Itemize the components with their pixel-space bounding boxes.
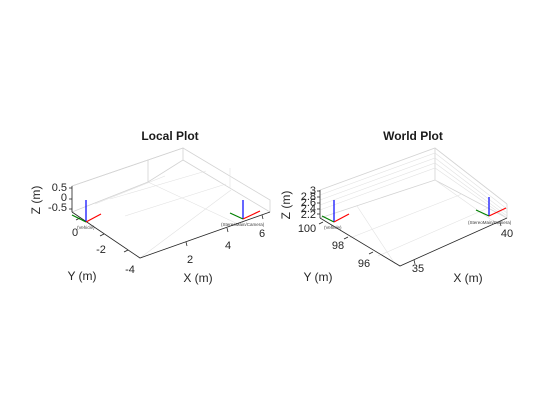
world-ztick-label: 3 bbox=[310, 185, 316, 197]
frame-x-axis bbox=[242, 210, 261, 220]
frame-x-axis bbox=[333, 213, 350, 223]
local-plot-box bbox=[71, 147, 271, 259]
world-box-floor-back bbox=[319, 179, 508, 219]
frame-x-axis bbox=[85, 213, 102, 223]
local-tick-marks bbox=[69, 187, 264, 253]
local-z-axis-label: Z (m) bbox=[29, 186, 43, 215]
frame-y-axis bbox=[229, 212, 244, 220]
world-grid-line bbox=[319, 157, 508, 214]
world-frame-camera-label: (StereoMain/Camera) bbox=[468, 220, 512, 225]
local-ztick-label: -0.5 bbox=[48, 202, 67, 214]
world-tick-marks bbox=[317, 190, 502, 265]
local-ytick-label: -2 bbox=[96, 244, 106, 256]
world-frame-camera: (StereoMain/Camera) bbox=[468, 197, 512, 225]
local-ytick-label: 0 bbox=[72, 227, 78, 239]
local-plot-title: Local Plot bbox=[141, 129, 198, 143]
local-frame-camera-label: (StereoMain/Camera) bbox=[221, 222, 265, 227]
world-grid-line bbox=[377, 207, 489, 257]
local-y-axis-label: Y (m) bbox=[67, 269, 96, 283]
world-z-axis-label: Z (m) bbox=[279, 191, 293, 220]
local-grid-line bbox=[94, 175, 166, 205]
local-frame-vehicle-label: (Vehicle) bbox=[77, 225, 95, 230]
frame-y-axis bbox=[475, 209, 490, 217]
world-box-front-edges bbox=[319, 217, 508, 267]
local-grid-line bbox=[139, 189, 232, 259]
local-ytick-label: -4 bbox=[125, 264, 135, 276]
world-grid-line bbox=[319, 167, 508, 219]
local-ztick-label: 0.5 bbox=[52, 182, 67, 194]
local-grid-line bbox=[109, 170, 207, 200]
local-xtick-label: 6 bbox=[259, 228, 265, 240]
world-ytick-label: 100 bbox=[298, 223, 316, 235]
world-ytick-label: 98 bbox=[332, 240, 344, 252]
local-box-front-edges bbox=[71, 211, 271, 259]
local-plot: Local Plot bbox=[29, 129, 271, 285]
local-ztick-label: 0 bbox=[61, 192, 67, 204]
world-y-axis-label: Y (m) bbox=[303, 270, 332, 284]
frame-y-axis bbox=[71, 214, 87, 223]
world-plot-title: World Plot bbox=[383, 129, 443, 143]
world-x-axis-label: X (m) bbox=[453, 271, 482, 285]
world-ztick-label: 2.4 bbox=[301, 203, 316, 215]
world-frame-vehicle-label: (Vehicle) bbox=[324, 225, 342, 230]
world-grid-line bbox=[434, 179, 501, 227]
world-plot-box bbox=[319, 147, 508, 267]
world-grid-line bbox=[356, 205, 396, 265]
world-xtick-label: 35 bbox=[412, 263, 424, 275]
local-grid-line bbox=[124, 183, 227, 217]
world-xtick-label: 40 bbox=[501, 228, 513, 240]
local-frame-vehicle: (Vehicle) bbox=[71, 200, 102, 230]
local-box-top-right bbox=[182, 147, 271, 212]
world-grid-line bbox=[319, 162, 508, 217]
local-xtick-label: 4 bbox=[225, 240, 231, 252]
frame-x-axis bbox=[488, 207, 507, 217]
local-box-back-pillar bbox=[147, 147, 184, 182]
world-ztick-label: 2.2 bbox=[301, 209, 316, 221]
local-x-axis-label: X (m) bbox=[183, 271, 212, 285]
world-grid-line bbox=[319, 152, 508, 210]
world-ztick-label: 2.6 bbox=[301, 197, 316, 209]
world-frame-vehicle: (Vehicle) bbox=[321, 200, 350, 230]
local-xtick-label: 2 bbox=[187, 254, 193, 266]
local-box-top-left bbox=[71, 159, 149, 187]
frame-y-axis bbox=[321, 215, 335, 223]
local-frame-camera: (StereoMain/Camera) bbox=[221, 200, 265, 227]
local-grid-line bbox=[147, 181, 241, 226]
local-box-floor-back bbox=[182, 159, 271, 213]
world-ztick-label: 2.8 bbox=[301, 191, 316, 203]
world-ytick-label: 96 bbox=[358, 258, 370, 270]
world-grid-line bbox=[349, 193, 463, 239]
world-plot: World Plot bbox=[279, 129, 513, 285]
